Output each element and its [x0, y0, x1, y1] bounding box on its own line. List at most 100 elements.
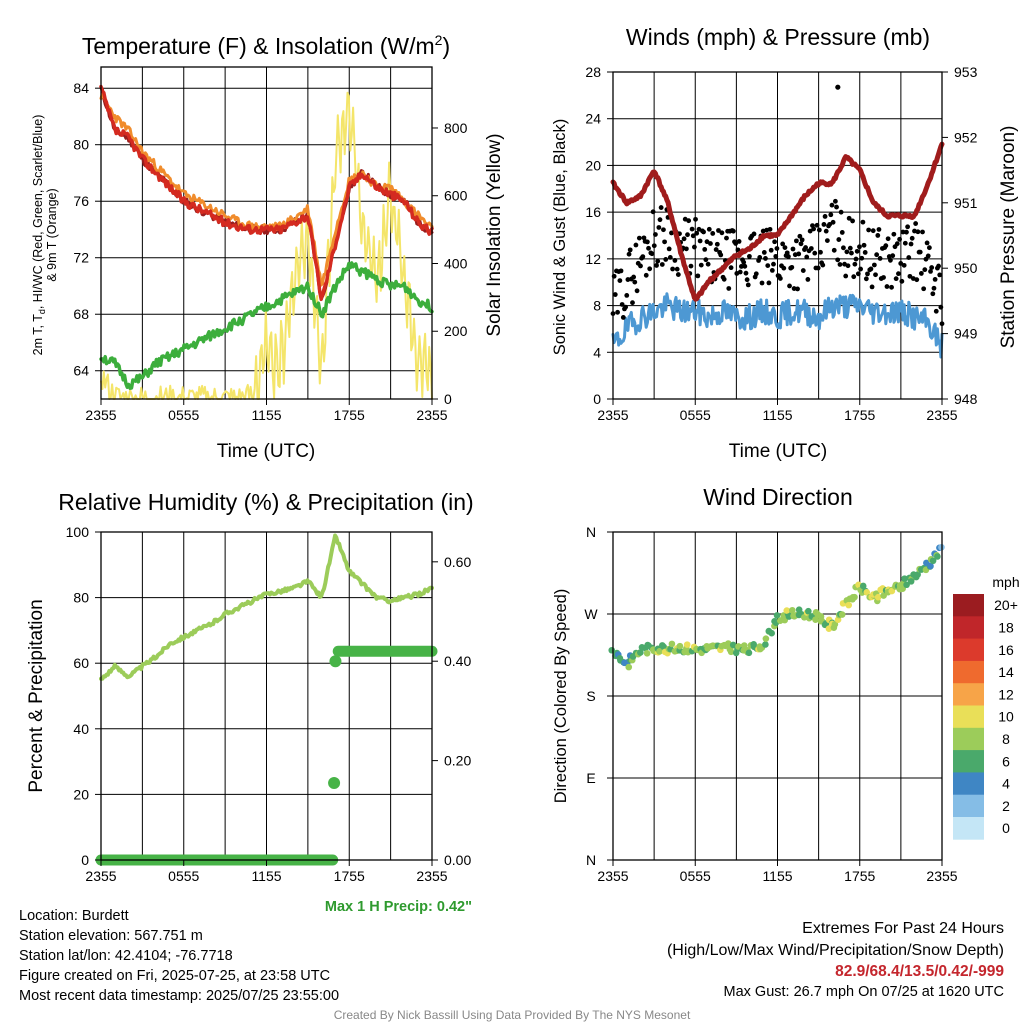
- direction-point: [762, 641, 769, 648]
- extremes-box: Extremes For Past 24 Hours (High/Low/Max…: [504, 918, 1004, 1002]
- gust-point: [772, 239, 778, 245]
- max-gust-point: [835, 84, 841, 90]
- gust-point: [698, 262, 704, 268]
- gust-point: [922, 267, 928, 273]
- wind-x-tick-label: 2355: [597, 407, 628, 423]
- temp-y2-y-tick-label: 0: [444, 391, 452, 407]
- gust-point: [695, 273, 701, 279]
- gust-point: [831, 247, 837, 253]
- direction-point: [729, 641, 737, 649]
- gust-point: [706, 226, 712, 232]
- gust-point: [741, 259, 747, 265]
- wind-y-tick-label: 12: [585, 251, 601, 267]
- dir-y-tick-label: N: [586, 852, 596, 868]
- gust-point: [901, 262, 907, 268]
- dir-x-tick-label: 1155: [762, 868, 792, 884]
- rh-panel-title: Relative Humidity (%) & Precipitation (i…: [58, 489, 473, 515]
- direction-point: [643, 650, 651, 657]
- legend-swatch: [953, 638, 984, 662]
- gust-point: [674, 266, 680, 272]
- wind-y2-y-tick-label: 951: [954, 195, 978, 211]
- gust-point: [690, 233, 696, 239]
- rh-y-tick-label: 80: [73, 590, 89, 606]
- gust-point: [925, 253, 931, 259]
- gust-point: [751, 231, 757, 237]
- rh-y2-y-tick-label: 0.60: [444, 554, 471, 570]
- gust-point: [868, 266, 874, 272]
- gust-point: [771, 261, 776, 267]
- gust-point: [832, 198, 838, 204]
- dir-x-tick-label: 2355: [926, 868, 957, 884]
- temp-y2-y-tick-label: 600: [444, 188, 468, 204]
- temp-series-line-3: [99, 261, 434, 390]
- gust-point: [828, 212, 834, 218]
- gust-point: [774, 246, 780, 251]
- solar-series-line: [100, 91, 433, 400]
- gust-point: [649, 251, 655, 257]
- gust-point: [780, 241, 786, 247]
- gust-point: [636, 235, 642, 241]
- direction-point: [741, 642, 748, 649]
- gust-point: [626, 251, 632, 257]
- gust-point: [926, 245, 932, 251]
- gust-point: [795, 286, 800, 292]
- gust-point: [804, 254, 810, 260]
- temp-x-tick-label: 0555: [168, 407, 199, 423]
- station-location: Location: Burdett: [19, 908, 129, 924]
- direction-point: [859, 582, 867, 590]
- gust-point: [932, 277, 938, 282]
- gust-point: [837, 262, 843, 267]
- gust-point: [675, 272, 681, 277]
- gust-point: [688, 263, 694, 269]
- legend-label: 4: [1002, 776, 1010, 792]
- gust-point: [896, 271, 901, 277]
- wind-y-tick-label: 24: [585, 111, 601, 127]
- legend-label: 6: [1002, 753, 1010, 769]
- temp-y-tick-label: 64: [73, 363, 89, 379]
- gust-point: [686, 218, 692, 224]
- gust-point: [619, 302, 625, 307]
- gust-point: [891, 231, 897, 237]
- gust-point: [693, 216, 698, 222]
- temp-panel-title: Temperature (F) & Insolation (W/m2): [82, 32, 450, 59]
- gust-point: [670, 266, 676, 272]
- temp-y2-label: Solar Insolation (Yellow): [484, 133, 505, 336]
- gust-point: [835, 257, 841, 263]
- gust-point: [650, 209, 656, 215]
- gust-point: [708, 241, 713, 246]
- gust-point: [653, 232, 658, 237]
- gust-point: [907, 273, 913, 279]
- gust-point: [742, 263, 748, 269]
- gust-point: [844, 249, 850, 255]
- temp-y-tick-label: 72: [73, 250, 89, 266]
- gust-point: [854, 248, 860, 254]
- direction-point: [929, 557, 937, 565]
- gust-point: [630, 300, 635, 306]
- legend-swatch: [953, 794, 984, 818]
- direction-point: [812, 616, 819, 623]
- direction-point: [934, 553, 941, 560]
- gust-point: [873, 272, 878, 278]
- gust-point: [669, 230, 674, 236]
- gust-point: [920, 229, 925, 235]
- gust-point: [799, 237, 805, 243]
- precip-max-note: Max 1 H Precip: 0.42": [325, 899, 472, 915]
- wind-y2-label: Station Pressure (Maroon): [998, 126, 1019, 349]
- rh-x-tick-label: 2355: [416, 868, 447, 884]
- gust-point: [850, 218, 855, 224]
- direction-point: [914, 571, 921, 578]
- gust-point: [710, 231, 716, 236]
- temp-y-tick-label: 76: [73, 193, 89, 209]
- gust-point: [890, 253, 896, 259]
- gust-point: [815, 265, 821, 271]
- gust-point: [905, 224, 911, 230]
- gust-point: [930, 291, 936, 297]
- gust-point: [703, 257, 709, 263]
- gust-point: [906, 255, 912, 260]
- gust-point: [765, 263, 771, 268]
- gust-point: [643, 272, 649, 278]
- gust-point: [834, 204, 839, 210]
- gust-point: [875, 233, 881, 238]
- temp-y-tick-label: 68: [73, 306, 89, 322]
- gust-point: [615, 309, 620, 315]
